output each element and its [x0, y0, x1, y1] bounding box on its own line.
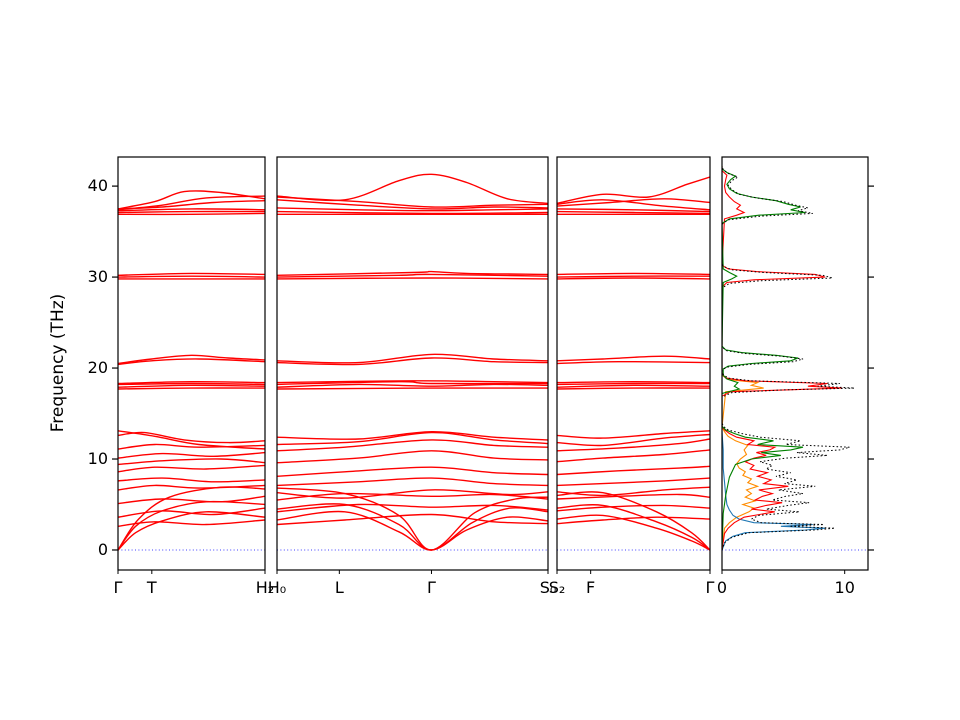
- phonon-band: [277, 357, 548, 366]
- band-panel-2: [277, 173, 548, 551]
- phonon-band: [557, 438, 710, 452]
- phonon-band: [557, 491, 710, 551]
- phonon-band: [557, 486, 710, 497]
- phonon-band: [118, 358, 265, 366]
- phonon-band: [118, 464, 265, 473]
- phonon-band: [118, 382, 265, 386]
- phonon-band: [557, 275, 710, 278]
- phonon-band: [118, 195, 265, 211]
- phonon-band: [557, 387, 710, 390]
- phonon-band: [277, 489, 548, 499]
- phonon-band: [277, 387, 548, 390]
- y-axis-title: Frequency (THz): [48, 293, 68, 433]
- phonon-band: [557, 384, 710, 388]
- panel-frame: [721, 156, 869, 571]
- phonon-band: [118, 275, 265, 278]
- phonon-band: [118, 507, 265, 518]
- phonon-band: [277, 503, 548, 551]
- partial-dos-red-curve: [722, 166, 843, 551]
- band-panel-3: [557, 176, 710, 551]
- phonon-band: [277, 439, 548, 452]
- phonon-band: [118, 511, 265, 551]
- phonon-band: [118, 190, 265, 210]
- phonon-band: [118, 208, 265, 212]
- phonon-band: [118, 519, 265, 527]
- phonon-band: [118, 495, 265, 505]
- phonon-band: [118, 443, 265, 450]
- phonon-band: [557, 210, 710, 215]
- phonon-band: [277, 273, 548, 278]
- phonon-band: [557, 504, 710, 551]
- phonon-band: [277, 503, 548, 513]
- phonon-band: [118, 458, 265, 466]
- phonon-band: [277, 450, 548, 464]
- phonon-band: [277, 430, 548, 441]
- phonon-band: [557, 514, 710, 551]
- phonon-band: [277, 492, 548, 501]
- phonon-band: [557, 382, 710, 386]
- phonon-band: [557, 360, 710, 365]
- phonon-band: [118, 272, 265, 276]
- phonon-band: [277, 431, 548, 446]
- total-dos-curve: [722, 165, 855, 551]
- phonon-band: [277, 466, 548, 477]
- phonon-band: [277, 383, 548, 388]
- phonon-band: [118, 477, 265, 483]
- panel-frame: [276, 156, 549, 571]
- phonon-band: [557, 355, 710, 362]
- phonon-band: [277, 353, 548, 364]
- phonon-band: [277, 477, 548, 487]
- partial-dos-green-curve: [722, 166, 806, 551]
- partial-dos-orange-curve: [722, 166, 764, 551]
- phonon-band: [557, 430, 710, 439]
- phonon-band: [557, 504, 710, 512]
- phonon-band: [277, 380, 548, 386]
- phonon-band: [118, 380, 265, 385]
- phonon-band: [118, 451, 265, 459]
- band-panel-1: [118, 190, 265, 551]
- phonon-band: [277, 380, 548, 384]
- phonon-band: [118, 484, 265, 491]
- phonon-band: [277, 173, 548, 205]
- phonon-band: [277, 277, 548, 280]
- partial-dos-blue-curve: [722, 166, 826, 551]
- phonon-band: [557, 493, 710, 500]
- phonon-band: [277, 210, 548, 215]
- phonon-band: [118, 500, 265, 551]
- phonon-band: [118, 430, 265, 450]
- phonon-band: [118, 212, 265, 216]
- phonon-band: [557, 208, 710, 213]
- phonon-band: [557, 433, 710, 447]
- phonon-band: [118, 486, 265, 551]
- phonon-band: [118, 387, 265, 390]
- phonon-band: [557, 199, 710, 211]
- phonon-band: [557, 198, 710, 207]
- phonon-band: [277, 207, 548, 212]
- phonon-band: [557, 272, 710, 276]
- phonon-band: [557, 465, 710, 476]
- phonon-band: [557, 277, 710, 280]
- dos-panel: [722, 165, 855, 551]
- panel-frame: [117, 156, 266, 571]
- phonon-band: [557, 516, 710, 525]
- phonon-band: [557, 380, 710, 384]
- phonon-band: [277, 270, 548, 276]
- phonon-band: [277, 513, 548, 526]
- phonon-band: [557, 477, 710, 487]
- phonon-band: [557, 449, 710, 463]
- phonon-band: [557, 176, 710, 205]
- phonon-band: [118, 210, 265, 214]
- panel-frame: [556, 156, 711, 571]
- phonon-band: [277, 199, 548, 210]
- phonon-band: [118, 384, 265, 388]
- phonon-band: [118, 354, 265, 365]
